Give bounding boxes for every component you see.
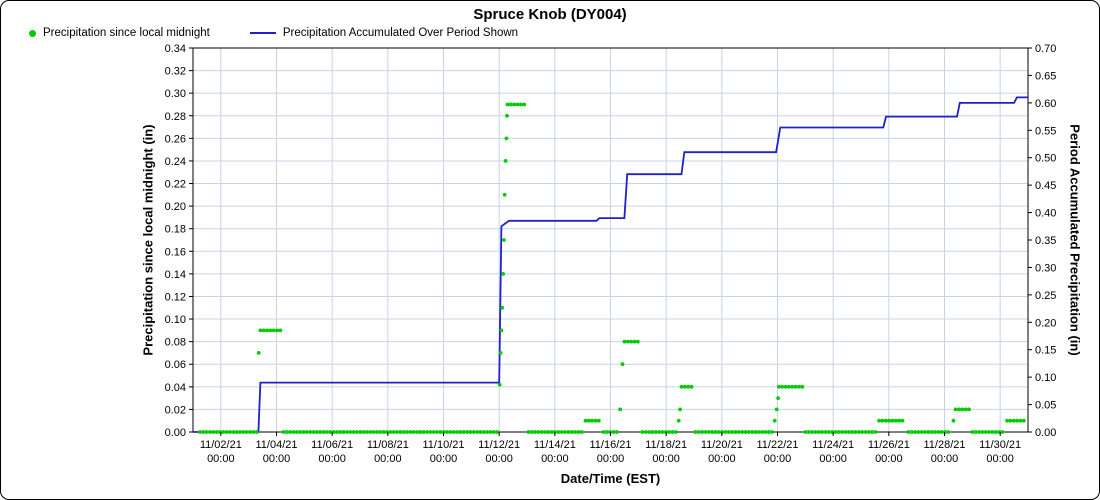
svg-text:0.60: 0.60 xyxy=(1035,98,1056,110)
svg-text:0.10: 0.10 xyxy=(165,314,186,326)
svg-text:0.30: 0.30 xyxy=(165,88,186,100)
svg-text:0.70: 0.70 xyxy=(1035,43,1056,55)
svg-text:11/08/21: 11/08/21 xyxy=(367,439,409,451)
svg-text:11/28/21: 11/28/21 xyxy=(923,439,965,451)
svg-text:0.35: 0.35 xyxy=(1035,235,1056,247)
svg-text:00:00: 00:00 xyxy=(875,453,903,465)
svg-text:11/24/21: 11/24/21 xyxy=(812,439,854,451)
svg-text:00:00: 00:00 xyxy=(430,453,458,465)
svg-text:00:00: 00:00 xyxy=(541,453,569,465)
svg-text:0.25: 0.25 xyxy=(1035,290,1056,302)
svg-text:0.20: 0.20 xyxy=(165,201,186,213)
svg-text:11/16/21: 11/16/21 xyxy=(589,439,631,451)
legend-item-accumulated: Precipitation Accumulated Over Period Sh… xyxy=(249,27,519,39)
svg-text:11/20/21: 11/20/21 xyxy=(701,439,743,451)
svg-text:00:00: 00:00 xyxy=(819,453,847,465)
svg-text:11/18/21: 11/18/21 xyxy=(645,439,687,451)
svg-text:11/06/21: 11/06/21 xyxy=(311,439,353,451)
svg-text:0.05: 0.05 xyxy=(1035,400,1056,412)
svg-text:00:00: 00:00 xyxy=(708,453,736,465)
svg-text:00:00: 00:00 xyxy=(986,453,1014,465)
svg-text:11/04/21: 11/04/21 xyxy=(255,439,297,451)
svg-text:11/26/21: 11/26/21 xyxy=(868,439,910,451)
svg-text:0.10: 0.10 xyxy=(1035,372,1056,384)
svg-text:0.45: 0.45 xyxy=(1035,180,1056,192)
svg-text:0.06: 0.06 xyxy=(165,359,186,371)
svg-text:00:00: 00:00 xyxy=(374,453,402,465)
blue-line-icon xyxy=(249,32,276,34)
svg-text:0.00: 0.00 xyxy=(1035,427,1056,439)
svg-text:00:00: 00:00 xyxy=(318,453,346,465)
legend: Precipitation since local midnight Preci… xyxy=(29,27,518,39)
svg-text:00:00: 00:00 xyxy=(652,453,680,465)
svg-text:0.32: 0.32 xyxy=(165,66,186,78)
x-axis-title: Date/Time (EST) xyxy=(560,471,661,486)
svg-text:00:00: 00:00 xyxy=(597,453,625,465)
legend-item-since-midnight: Precipitation since local midnight xyxy=(29,27,210,39)
svg-text:0.40: 0.40 xyxy=(1035,208,1056,220)
svg-text:0.14: 0.14 xyxy=(165,269,186,281)
svg-text:0.24: 0.24 xyxy=(165,156,186,168)
svg-text:11/30/21: 11/30/21 xyxy=(979,439,1021,451)
svg-text:0.00: 0.00 xyxy=(165,427,186,439)
svg-text:0.55: 0.55 xyxy=(1035,125,1056,137)
svg-text:00:00: 00:00 xyxy=(764,453,792,465)
svg-text:11/14/21: 11/14/21 xyxy=(534,439,576,451)
svg-text:0.15: 0.15 xyxy=(1035,345,1056,357)
svg-text:00:00: 00:00 xyxy=(263,453,291,465)
legend-label-since-midnight: Precipitation since local midnight xyxy=(43,27,210,39)
svg-text:0.28: 0.28 xyxy=(165,111,186,123)
svg-text:0.65: 0.65 xyxy=(1035,70,1056,82)
svg-text:00:00: 00:00 xyxy=(485,453,513,465)
svg-text:0.26: 0.26 xyxy=(165,133,186,145)
svg-text:0.50: 0.50 xyxy=(1035,153,1056,165)
svg-text:11/10/21: 11/10/21 xyxy=(422,439,464,451)
svg-text:0.02: 0.02 xyxy=(165,404,186,416)
svg-text:0.12: 0.12 xyxy=(165,291,186,303)
svg-text:11/12/21: 11/12/21 xyxy=(478,439,520,451)
svg-text:0.18: 0.18 xyxy=(165,224,186,236)
svg-text:11/02/21: 11/02/21 xyxy=(200,439,242,451)
svg-text:0.30: 0.30 xyxy=(1035,262,1056,274)
svg-text:00:00: 00:00 xyxy=(207,453,235,465)
green-dot-icon xyxy=(29,29,36,37)
svg-text:00:00: 00:00 xyxy=(931,453,959,465)
svg-text:0.20: 0.20 xyxy=(1035,317,1056,329)
svg-text:0.22: 0.22 xyxy=(165,179,186,191)
svg-text:0.16: 0.16 xyxy=(165,246,186,258)
svg-text:0.34: 0.34 xyxy=(165,43,186,55)
chart-title: Spruce Knob (DY004) xyxy=(473,6,627,23)
y-axis-right-title: Period Accumulated Precipitation (in) xyxy=(1067,124,1083,356)
svg-text:0.08: 0.08 xyxy=(165,337,186,349)
svg-text:0.04: 0.04 xyxy=(165,382,186,394)
legend-label-accumulated: Precipitation Accumulated Over Period Sh… xyxy=(282,27,519,39)
svg-text:11/22/21: 11/22/21 xyxy=(756,439,798,451)
y-axis-left-title: Precipitation since local midnight (in) xyxy=(140,124,156,356)
